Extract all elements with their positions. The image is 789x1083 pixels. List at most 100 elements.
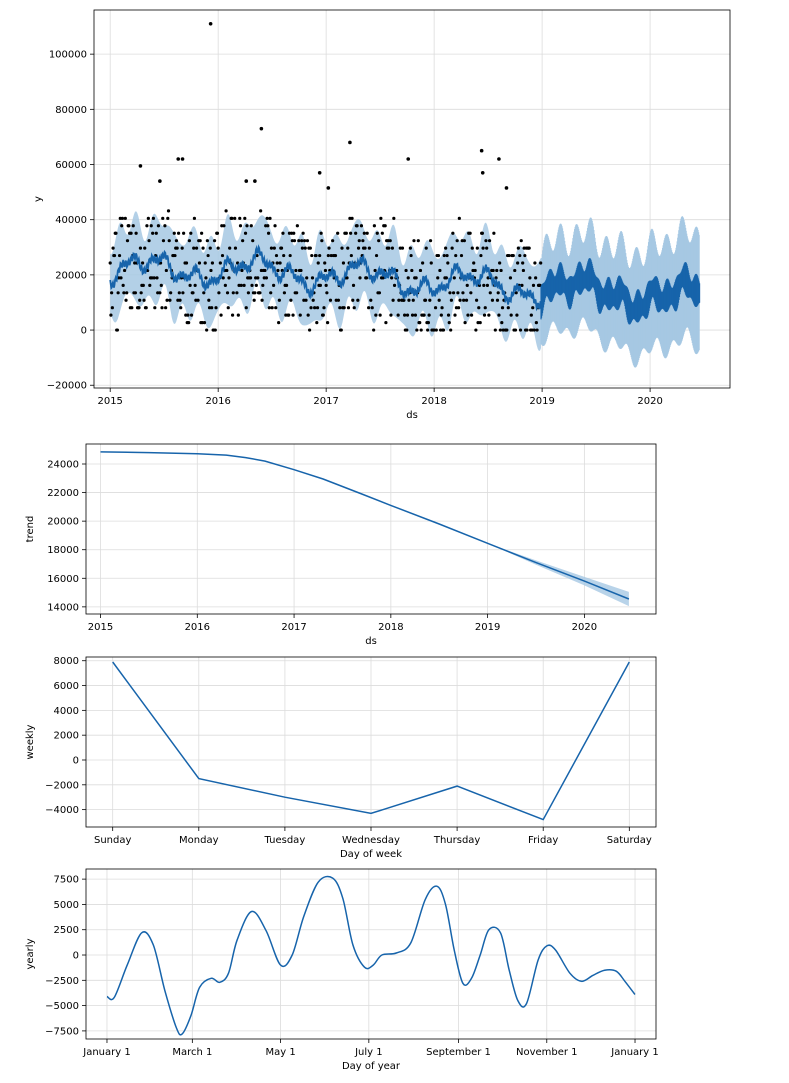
observed-point bbox=[397, 298, 401, 302]
observed-point bbox=[225, 268, 229, 273]
observed-point bbox=[184, 261, 189, 265]
y-ticks: −7500 −5000 −2500 0 2500 5000 7500 bbox=[45, 875, 86, 1037]
observed-point bbox=[469, 313, 474, 317]
observed-point bbox=[244, 306, 248, 310]
observed-point bbox=[189, 231, 193, 235]
observed-point bbox=[305, 239, 310, 243]
observed-point bbox=[532, 328, 536, 332]
observed-point bbox=[315, 321, 319, 325]
observed-point bbox=[177, 291, 181, 295]
observed-point bbox=[277, 321, 281, 325]
y-axis-label: y bbox=[33, 196, 44, 202]
observed-point bbox=[200, 231, 204, 235]
observed-point bbox=[167, 239, 171, 243]
observed-point bbox=[280, 268, 284, 273]
observed-point bbox=[400, 246, 405, 250]
observed-point bbox=[215, 231, 220, 235]
observed-point bbox=[379, 216, 383, 220]
observed-point bbox=[324, 283, 328, 287]
observed-point bbox=[133, 291, 137, 295]
observed-point bbox=[389, 313, 393, 317]
observed-point bbox=[321, 313, 325, 317]
outlier-point bbox=[480, 170, 485, 175]
observed-point bbox=[323, 268, 328, 273]
observed-point bbox=[361, 239, 365, 243]
observed-point bbox=[143, 246, 147, 250]
observed-point bbox=[528, 276, 532, 280]
observed-point bbox=[354, 231, 358, 235]
observed-point bbox=[141, 283, 145, 287]
observed-point bbox=[392, 216, 396, 220]
observed-point bbox=[181, 291, 185, 295]
observed-point bbox=[419, 328, 423, 332]
observed-point bbox=[268, 216, 272, 220]
observed-point bbox=[275, 261, 279, 265]
x-tick-label: September 1 bbox=[426, 1047, 491, 1058]
outlier-point bbox=[259, 126, 264, 131]
y-tick-label: 20000 bbox=[55, 270, 87, 281]
x-ticks: January 1 March 1 May 1 July 1 September 1 No… bbox=[82, 1039, 659, 1058]
observed-point bbox=[352, 306, 356, 310]
observed-point bbox=[468, 231, 472, 235]
grid bbox=[86, 444, 656, 614]
observed-point bbox=[236, 313, 240, 317]
plot-frame bbox=[85, 868, 657, 1040]
observed-point bbox=[338, 306, 342, 310]
observed-point bbox=[300, 246, 305, 250]
observed-point bbox=[475, 246, 479, 250]
observed-point bbox=[365, 231, 369, 235]
observed-point bbox=[270, 306, 274, 310]
observed-point bbox=[483, 306, 487, 310]
y-tick-label: 100000 bbox=[49, 50, 87, 61]
observed-point bbox=[297, 239, 301, 243]
observed-point bbox=[207, 298, 211, 302]
observed-point bbox=[241, 239, 245, 243]
observed-point bbox=[367, 306, 371, 310]
y-tick-label: 80000 bbox=[55, 105, 87, 116]
observed-point bbox=[125, 291, 129, 295]
observed-point bbox=[515, 313, 519, 317]
observed-point bbox=[127, 224, 131, 228]
x-tick-label: 2016 bbox=[205, 396, 230, 407]
observed-point bbox=[405, 313, 410, 317]
observed-point bbox=[340, 246, 344, 250]
observed-point bbox=[396, 313, 400, 317]
observed-point bbox=[153, 306, 157, 310]
observed-point bbox=[272, 283, 276, 287]
observed-point bbox=[438, 268, 442, 273]
outlier-point bbox=[253, 179, 257, 183]
observed-point bbox=[137, 306, 141, 310]
y-tick-label: 0 bbox=[73, 755, 79, 766]
observed-point bbox=[481, 246, 485, 250]
observed-point bbox=[165, 298, 169, 302]
observed-point bbox=[441, 328, 446, 332]
observed-point bbox=[440, 306, 444, 310]
observed-point bbox=[250, 283, 254, 287]
observed-point bbox=[166, 209, 171, 213]
observed-point bbox=[463, 321, 467, 325]
observed-point bbox=[223, 283, 227, 287]
observed-point bbox=[513, 268, 517, 273]
x-tick-label: November 1 bbox=[516, 1047, 578, 1058]
observed-point bbox=[148, 283, 152, 287]
observed-point bbox=[409, 253, 413, 258]
observed-point bbox=[316, 261, 320, 265]
observed-point bbox=[178, 298, 182, 302]
observed-point bbox=[226, 306, 230, 310]
x-tick-label: Monday bbox=[179, 835, 219, 846]
x-axis-label: Day of week bbox=[340, 849, 402, 860]
observed-point bbox=[295, 224, 299, 228]
observed-point bbox=[444, 246, 448, 250]
observed-point bbox=[242, 283, 246, 287]
observed-point bbox=[436, 253, 441, 258]
observed-point bbox=[318, 283, 322, 287]
observed-point bbox=[140, 261, 145, 265]
observed-point bbox=[224, 209, 228, 213]
observed-point bbox=[474, 328, 478, 332]
observed-point bbox=[282, 253, 286, 258]
observed-point bbox=[254, 283, 258, 287]
x-tick-label: May 1 bbox=[265, 1047, 295, 1058]
observed-point bbox=[534, 321, 538, 325]
observed-point bbox=[166, 216, 170, 220]
